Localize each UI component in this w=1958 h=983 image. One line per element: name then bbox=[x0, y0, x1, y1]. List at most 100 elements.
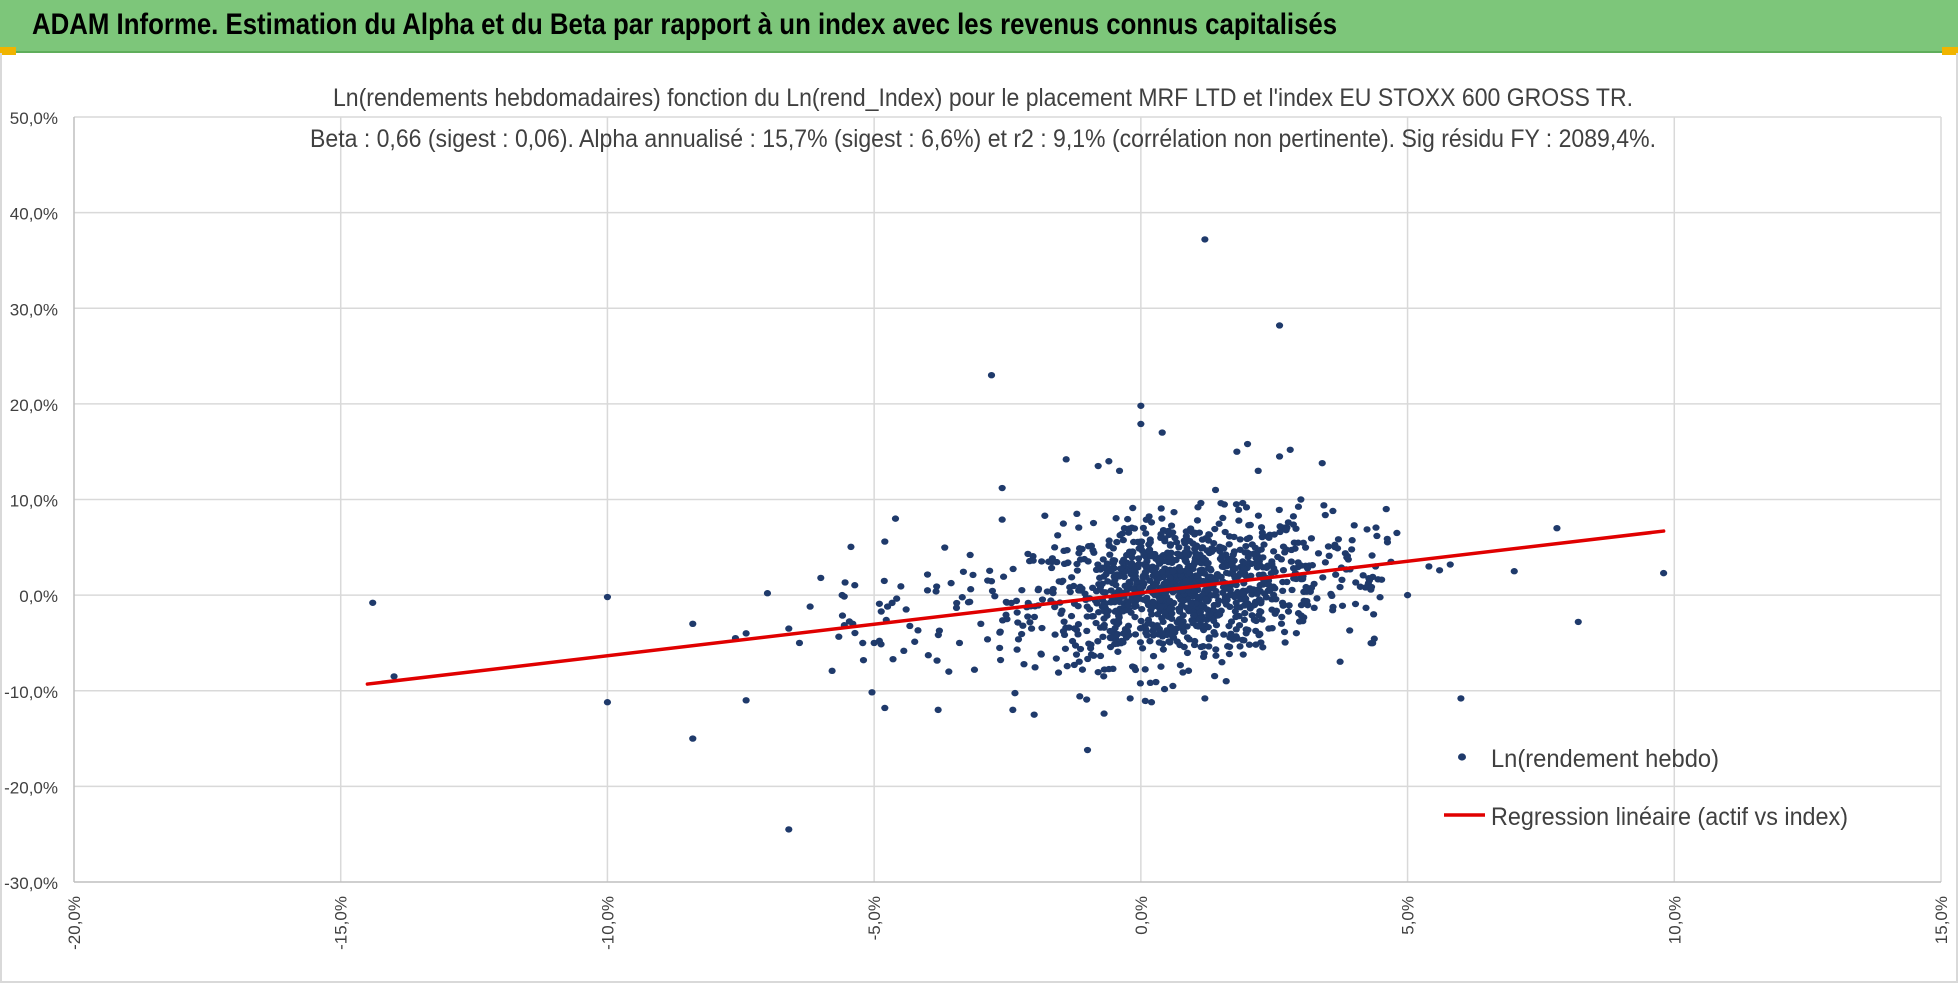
scatter-point bbox=[1024, 613, 1032, 620]
scatter-point bbox=[1222, 569, 1231, 577]
scatter-point bbox=[1037, 650, 1045, 657]
x-tick-label: 5,0% bbox=[1399, 896, 1418, 935]
scatter-point bbox=[966, 551, 974, 559]
scatter-point bbox=[889, 655, 897, 663]
scatter-point bbox=[1142, 629, 1150, 637]
scatter-point bbox=[1268, 584, 1277, 591]
scatter-point bbox=[1125, 529, 1133, 536]
scatter-point bbox=[1111, 598, 1119, 606]
scatter-point bbox=[998, 516, 1006, 523]
scatter-point bbox=[1176, 641, 1184, 649]
scatter-point bbox=[1075, 549, 1083, 557]
scatter-point bbox=[1231, 593, 1239, 601]
scatter-point bbox=[932, 588, 940, 595]
scatter-point bbox=[1018, 630, 1026, 638]
scatter-point bbox=[1144, 548, 1153, 555]
scatter-point bbox=[1205, 635, 1213, 643]
tick-labels: -30,0% -20,0% -10,0% 0,0% 10,0% 20,0% 30,0% 40,… bbox=[4, 109, 1951, 950]
scatter-point bbox=[1059, 577, 1067, 584]
scatter-point bbox=[1279, 566, 1288, 574]
scatter-point bbox=[923, 587, 932, 594]
scatter-point bbox=[958, 594, 966, 601]
scatter-point bbox=[897, 583, 905, 590]
scatter-point bbox=[1133, 595, 1141, 602]
scatter-point bbox=[1158, 615, 1166, 622]
scatter-point bbox=[1336, 658, 1344, 665]
scatter-point bbox=[1038, 596, 1047, 603]
scatter-point bbox=[1124, 515, 1132, 523]
scatter-point bbox=[1369, 639, 1377, 647]
scatter-point bbox=[1089, 519, 1098, 527]
scatter-point bbox=[996, 628, 1004, 635]
scatter-point bbox=[1292, 629, 1300, 637]
scatter-point bbox=[1283, 578, 1291, 586]
scatter-point bbox=[1297, 612, 1305, 619]
scatter-points bbox=[369, 236, 1668, 833]
scatter-point bbox=[1134, 555, 1143, 562]
scatter-point bbox=[1256, 608, 1264, 615]
scatter-point bbox=[1319, 574, 1327, 581]
scatter-point bbox=[1231, 608, 1239, 615]
scatter-point bbox=[1278, 613, 1286, 621]
scatter-point bbox=[845, 618, 853, 625]
scatter-point bbox=[1070, 661, 1078, 669]
scatter-point bbox=[1251, 544, 1259, 551]
y-tick-label: -30,0% bbox=[4, 874, 58, 893]
scatter-point bbox=[1382, 505, 1390, 513]
scatter-point bbox=[945, 668, 953, 675]
scatter-point bbox=[1166, 553, 1174, 561]
scatter-point bbox=[1279, 543, 1288, 550]
scatter-point bbox=[1205, 643, 1213, 650]
scatter-point bbox=[1352, 579, 1360, 586]
scatter-point bbox=[1299, 539, 1307, 546]
scatter-point bbox=[1225, 622, 1233, 630]
scatter-point bbox=[1204, 611, 1213, 619]
scatter-point bbox=[838, 612, 847, 619]
scatter-point bbox=[1136, 680, 1144, 687]
scatter-point bbox=[1232, 613, 1240, 621]
scatter-point bbox=[1011, 689, 1019, 697]
scatter-point bbox=[1094, 668, 1102, 676]
scatter-point bbox=[1106, 633, 1115, 641]
scatter-point bbox=[1235, 621, 1244, 629]
header-bar: ADAM Informe. Estimation du Alpha et du … bbox=[0, 0, 1958, 53]
legend-label-regression: Regression linéaire (actif vs index) bbox=[1491, 803, 1848, 831]
scatter-point bbox=[1100, 673, 1108, 680]
scatter-point bbox=[1137, 420, 1145, 428]
scatter-point bbox=[1144, 616, 1153, 624]
scatter-point bbox=[1166, 574, 1174, 582]
scatter-point bbox=[859, 639, 867, 647]
scatter-point bbox=[1270, 591, 1278, 599]
scatter-point bbox=[1051, 544, 1059, 551]
scatter-point bbox=[1192, 572, 1200, 580]
scatter-point bbox=[1202, 534, 1210, 542]
corner-accent-top-left bbox=[0, 47, 16, 55]
scatter-point bbox=[1325, 552, 1333, 560]
scatter-point bbox=[1383, 535, 1391, 543]
scatter-point bbox=[1277, 620, 1286, 627]
scatter-point bbox=[1225, 541, 1233, 548]
scatter-point bbox=[1018, 586, 1026, 594]
scatter-point bbox=[1236, 643, 1244, 650]
scatter-point bbox=[1109, 557, 1117, 564]
scatter-point bbox=[1092, 587, 1101, 595]
scatter-point bbox=[877, 641, 885, 648]
x-tick-label: -15,0% bbox=[332, 896, 351, 950]
scatter-point bbox=[1196, 622, 1205, 629]
scatter-point bbox=[1159, 646, 1167, 653]
scatter-point bbox=[1114, 616, 1122, 624]
scatter-point bbox=[1281, 549, 1289, 556]
scatter-point bbox=[390, 673, 398, 680]
scatter-point bbox=[1075, 524, 1083, 531]
scatter-point bbox=[1289, 565, 1298, 572]
scatter-point bbox=[1126, 695, 1134, 702]
scatter-point bbox=[1176, 661, 1184, 669]
scatter-point bbox=[1129, 549, 1137, 556]
scatter-point bbox=[1291, 545, 1299, 552]
scatter-point bbox=[1274, 553, 1282, 561]
scatter-point bbox=[1157, 534, 1165, 542]
scatter-point bbox=[1102, 570, 1110, 578]
scatter-point bbox=[902, 606, 910, 613]
scatter-point bbox=[1258, 529, 1266, 537]
